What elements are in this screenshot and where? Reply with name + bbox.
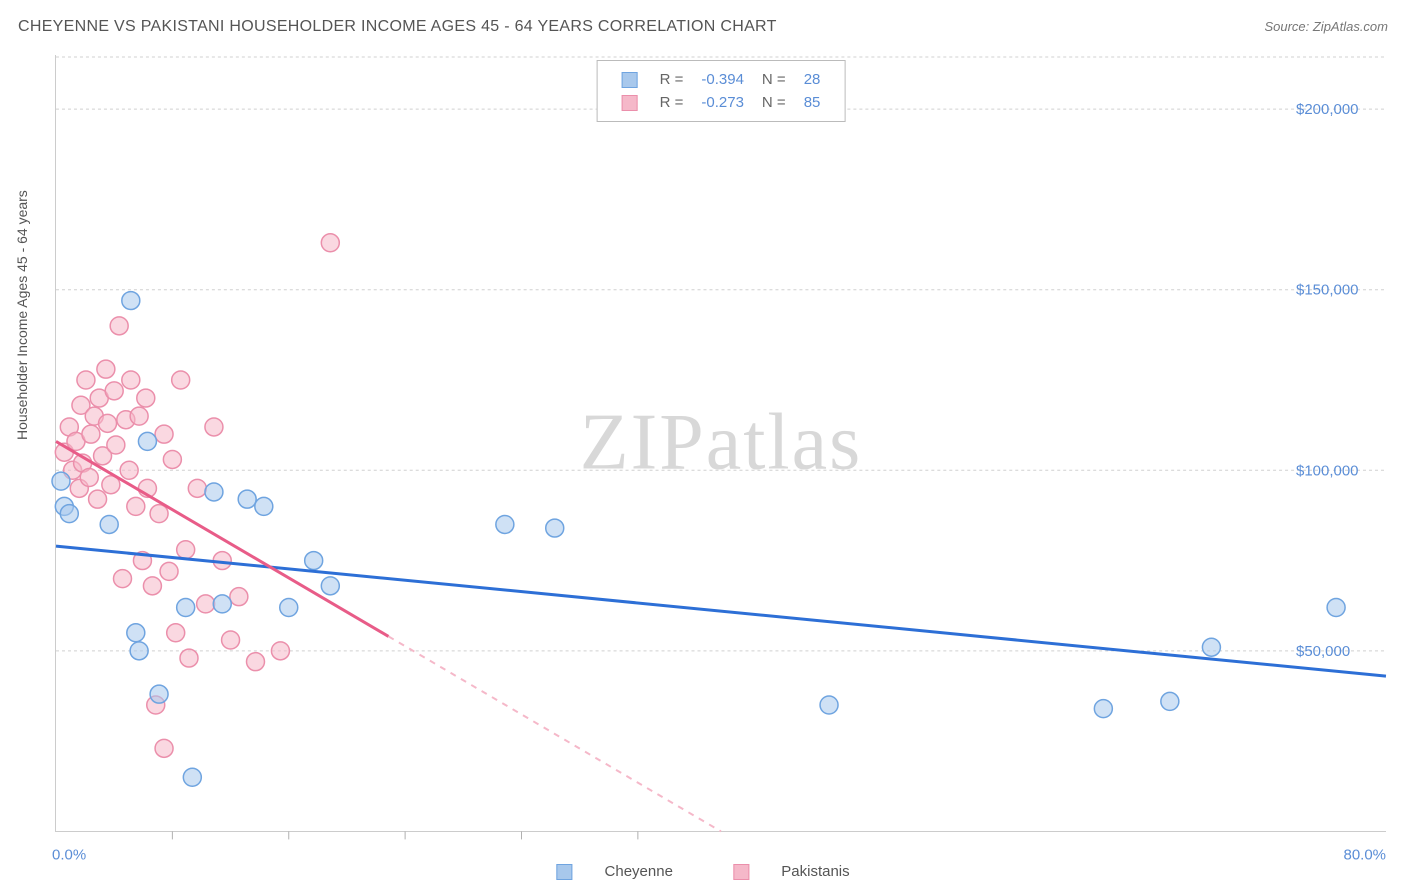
svg-text:$150,000: $150,000 [1296,282,1358,299]
svg-text:80.0%: 80.0% [1344,846,1386,863]
stats-row-pakistanis: R = -0.273 N = 85 [614,92,829,113]
chart-source: Source: ZipAtlas.com [1264,19,1388,34]
bottom-legend: Cheyenne Pakistanis [528,863,877,880]
svg-text:$200,000: $200,000 [1296,101,1358,118]
svg-text:0.0%: 0.0% [52,846,86,863]
correlation-stats-box: R = -0.394 N = 28 R = -0.273 N = 85 [597,60,846,122]
plot-area: ZIPatlas $50,000$100,000$150,000$200,000… [55,55,1386,832]
r-value-cheyenne: -0.394 [693,69,752,90]
n-value-cheyenne: 28 [796,69,829,90]
scatter-plot: $50,000$100,000$150,000$200,0000.0%80.0% [56,55,1386,831]
legend-item-pakistanis: Pakistanis [719,863,864,880]
swatch-cheyenne [622,72,638,88]
n-value-pakistanis: 85 [796,92,829,113]
swatch-icon [556,864,572,880]
svg-text:$100,000: $100,000 [1296,462,1358,479]
svg-text:$50,000: $50,000 [1296,643,1350,660]
chart-title: CHEYENNE VS PAKISTANI HOUSEHOLDER INCOME… [18,18,777,36]
y-axis-title: Householder Income Ages 45 - 64 years [14,190,30,440]
swatch-pakistanis [622,95,638,111]
chart-header: CHEYENNE VS PAKISTANI HOUSEHOLDER INCOME… [18,18,1388,36]
r-value-pakistanis: -0.273 [693,92,752,113]
swatch-icon [733,864,749,880]
legend-item-cheyenne: Cheyenne [542,863,687,880]
stats-row-cheyenne: R = -0.394 N = 28 [614,69,829,90]
